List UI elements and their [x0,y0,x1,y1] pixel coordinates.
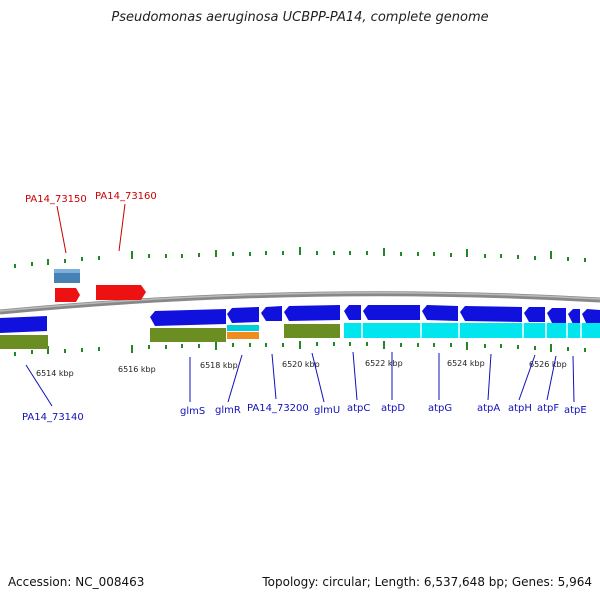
gene-arrow[interactable] [547,308,566,323]
gene-label-bottom: glmR [215,405,241,416]
gene-arrow[interactable] [363,305,420,320]
gene-label-bottom: atpF [537,403,559,414]
gene-arrow[interactable] [344,305,361,320]
gene-arrow[interactable] [55,288,80,302]
scale-label: 6520 kbp [282,360,320,369]
gene-arrow[interactable] [0,316,47,333]
genome-backbone-highlight [0,291,600,312]
gene-label-bottom: atpC [347,403,370,414]
gene-label-top: PA14_73150 [25,194,87,205]
genome-stats-text: Topology: circular; Length: 6,537,648 bp… [262,575,592,589]
gene-label-bottom: atpG [428,403,452,414]
gene-arrow[interactable] [261,306,282,321]
scale-label: 6514 kbp [36,369,74,378]
feature-cyan [344,323,600,338]
gene-label-bottom: atpH [508,403,532,414]
scale-label: 6526 kbp [529,360,567,369]
reverse-genes [0,305,600,349]
accession-text: Accession: NC_008463 [8,575,145,589]
genome-backbone [0,291,600,315]
map-title: Pseudomonas aeruginosa UCBPP-PA14, compl… [111,10,489,25]
gene-label-bottom: glmU [314,405,340,416]
feature-olive [0,335,48,349]
scale-label: 6524 kbp [447,359,485,368]
forward-genes [54,269,146,302]
gene-arrow[interactable] [227,307,259,323]
gene-label-bottom: atpD [381,403,405,414]
gene-label-top: PA14_73160 [95,191,157,202]
gene-arrow[interactable] [568,309,580,324]
feature-olive [284,324,340,338]
scale-label: 6522 kbp [365,359,403,368]
gene-label-bottom: PA14_73140 [22,412,84,423]
gene-arrow[interactable] [284,305,340,321]
gene-label-bottom: glmS [180,406,205,417]
feature-steelblue-hl [54,269,80,273]
top-ticks [14,247,586,268]
gene-label-bottom: atpE [564,405,587,416]
gene-arrow[interactable] [460,306,522,322]
gene-arrow[interactable] [524,307,545,322]
gene-arrow[interactable] [96,285,146,300]
gene-arrow[interactable] [422,305,458,321]
feature-orange [227,332,259,339]
bottom-ticks [14,341,586,356]
feature-olive [150,328,226,342]
gene-label-bottom: PA14_73200 [247,403,309,414]
scale-label: 6518 kbp [200,361,238,370]
gene-arrow[interactable] [582,309,600,325]
feature-cyan [227,325,259,331]
gene-label-bottom: atpA [477,403,500,414]
scale-label: 6516 kbp [118,365,156,374]
gene-arrow[interactable] [150,309,226,326]
